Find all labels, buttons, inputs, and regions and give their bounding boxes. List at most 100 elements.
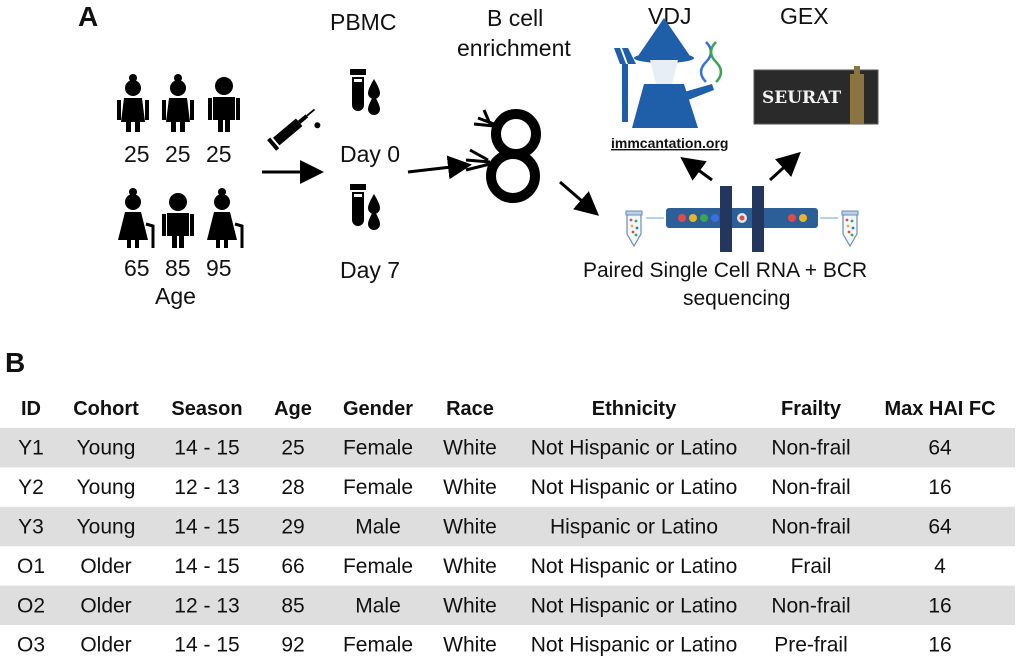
- table-row: O3 Older 14 - 15 92 Female White Not Hispanic …: [17, 634, 952, 657]
- age-top-1: 25: [124, 141, 150, 167]
- panel-b-letter: B: [5, 347, 25, 378]
- cohort-table: ID Cohort Season Age Gender Race Ethnicity Frai…: [0, 398, 1015, 657]
- immcantation-link[interactable]: immcantation.org: [611, 135, 728, 151]
- older-woman-icon-1: [116, 186, 155, 250]
- cell-season: 14 - 15: [174, 555, 239, 578]
- cell-race: White: [443, 516, 497, 539]
- cell-ethnicity: Hispanic or Latino: [550, 516, 718, 539]
- older-man-icon: [162, 193, 194, 248]
- cell-gender: Female: [343, 634, 413, 657]
- cell-ethnicity: Not Hispanic or Latino: [531, 594, 738, 617]
- cell-age: 25: [281, 437, 304, 460]
- cell-ethnicity: Not Hispanic or Latino: [531, 555, 738, 578]
- gex-label: GEX: [780, 3, 829, 29]
- cell-max-hai-fc: 64: [928, 516, 952, 539]
- age-top-3: 25: [206, 141, 232, 167]
- age-bottom-2: 85: [165, 255, 191, 281]
- table-header-ethnicity: Ethnicity: [592, 398, 677, 420]
- arrow-bcell-to-seq: [559, 180, 600, 216]
- table-header-max-hai-fc: Max HAI FC: [884, 398, 995, 420]
- sequencing-chip-icon: [625, 186, 859, 252]
- cell-max-hai-fc: 64: [928, 437, 952, 460]
- arrow-seq-to-vdj: [680, 156, 713, 182]
- cell-gender: Female: [343, 555, 413, 578]
- cell-race: White: [443, 634, 497, 657]
- row-shade: [0, 428, 1015, 468]
- seurat-logo-text: SEURAT: [762, 88, 841, 108]
- table-row: O1 Older 14 - 15 66 Female White Not Hispanic …: [17, 555, 946, 578]
- seq-label-line2: sequencing: [683, 287, 790, 310]
- bcell-enrichment-line1: B cell: [487, 5, 543, 31]
- cell-age: 66: [281, 555, 304, 578]
- table-header-gender: Gender: [343, 398, 413, 420]
- table-row: Y2 Young 12 - 13 28 Female White Not Hispanic …: [18, 476, 952, 499]
- cell-max-hai-fc: 16: [928, 594, 951, 617]
- cell-cohort: Young: [77, 476, 136, 499]
- cell-id: Y1: [18, 437, 44, 460]
- tube-day7-icon: [350, 184, 380, 230]
- table-header-race: Race: [446, 398, 494, 420]
- cell-race: White: [443, 476, 497, 499]
- cell-age: 29: [281, 516, 304, 539]
- cell-season: 14 - 15: [174, 634, 239, 657]
- cell-age: 92: [281, 634, 304, 657]
- day7-label: Day 7: [340, 257, 400, 283]
- immcantation-wizard-icon: [614, 18, 723, 128]
- cell-gender: Male: [355, 594, 401, 617]
- output-tube-icon: [841, 210, 859, 247]
- cell-gender: Female: [343, 476, 413, 499]
- arrow-seq-to-gex: [768, 151, 801, 182]
- cell-cohort: Older: [80, 594, 131, 617]
- cell-race: White: [443, 594, 497, 617]
- age-top-2: 25: [165, 141, 191, 167]
- cell-cohort: Older: [80, 634, 131, 657]
- cell-id: Y3: [18, 516, 44, 539]
- older-woman-icon-2: [205, 186, 244, 250]
- older-people-icons: [116, 186, 244, 250]
- tube-day0-icon: [350, 69, 380, 115]
- arrow-pbmc-to-bcell: [407, 155, 472, 180]
- cell-age: 28: [281, 476, 304, 499]
- table-header-id: ID: [21, 398, 41, 420]
- young-woman-icon-1: [117, 74, 149, 132]
- syringe-icon: [267, 108, 321, 151]
- cell-id: O2: [17, 594, 45, 617]
- cell-age: 85: [281, 594, 304, 617]
- cell-season: 14 - 15: [174, 516, 239, 539]
- cell-gender: Male: [355, 516, 401, 539]
- cell-cohort: Older: [80, 555, 131, 578]
- cell-season: 12 - 13: [174, 476, 239, 499]
- cell-gender: Female: [343, 437, 413, 460]
- young-man-icon: [208, 77, 240, 132]
- row-shade: [0, 506, 1015, 547]
- cell-cohort: Young: [77, 437, 136, 460]
- vdj-label: VDJ: [648, 3, 691, 29]
- seq-label-line1: Paired Single Cell RNA + BCR: [583, 259, 867, 282]
- table-row: Y3 Young 14 - 15 29 Male White Hispanic or Lat…: [0, 506, 1015, 547]
- bcell-enrichment-line2: enrichment: [457, 35, 571, 61]
- young-woman-icon-2: [162, 74, 194, 132]
- age-label: Age: [155, 283, 196, 309]
- cell-season: 12 - 13: [174, 594, 239, 617]
- cell-cohort: Young: [77, 516, 136, 539]
- cell-max-hai-fc: 16: [928, 634, 951, 657]
- young-people-icons: [117, 74, 240, 132]
- cell-frailty: Non-frail: [771, 476, 850, 499]
- cell-frailty: Non-frail: [771, 594, 850, 617]
- magnetic-bead-icon: [465, 109, 541, 203]
- cell-id: Y2: [18, 476, 44, 499]
- cell-id: O1: [17, 555, 45, 578]
- age-bottom-3: 95: [206, 255, 232, 281]
- cell-race: White: [443, 555, 497, 578]
- table-header-season: Season: [171, 398, 242, 420]
- cell-max-hai-fc: 4: [934, 555, 946, 578]
- cell-id: O3: [17, 634, 45, 657]
- cell-frailty: Pre-frail: [774, 634, 848, 657]
- cell-frailty: Non-frail: [771, 437, 850, 460]
- age-bottom-1: 65: [124, 255, 150, 281]
- cell-ethnicity: Not Hispanic or Latino: [531, 634, 738, 657]
- cell-ethnicity: Not Hispanic or Latino: [531, 476, 738, 499]
- input-tube-icon: [625, 210, 643, 247]
- cell-max-hai-fc: 16: [928, 476, 951, 499]
